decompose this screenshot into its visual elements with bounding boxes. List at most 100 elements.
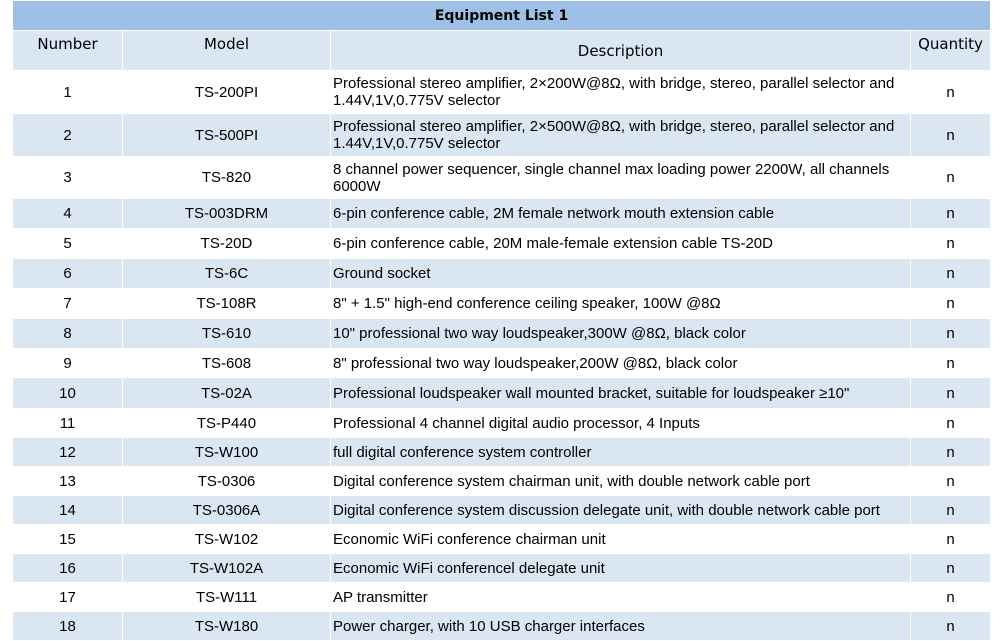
cell-quantity: n (909, 113, 992, 157)
cell-description: Digital conference system discussion del… (330, 495, 911, 525)
cell-description: 6-pin conference cable, 20M male-female … (330, 228, 911, 259)
table-row: 2 TS-500PI Professional stereo amplifier, … (12, 113, 992, 157)
cell-description: 8 channel power sequencer, single channe… (330, 156, 911, 199)
cell-model: TS-0306A (122, 495, 331, 525)
cell-model: TS-003DRM (122, 198, 331, 229)
table-body: 1 TS-200PI Professional stereo amplifier, … (12, 70, 992, 641)
header-row: Number Model Description Quantity (12, 30, 992, 71)
table-row: 14 TS-0306A Digital conference system disc… (12, 495, 992, 525)
cell-quantity: n (909, 553, 992, 583)
cell-model: TS-20D (122, 228, 331, 259)
cell-number: 2 (12, 113, 123, 157)
cell-quantity: n (909, 582, 992, 612)
cell-number: 17 (12, 582, 123, 612)
column-header-quantity: Quantity (909, 30, 992, 71)
cell-model: TS-W102A (122, 553, 331, 583)
cell-model: TS-W102 (122, 524, 331, 554)
cell-quantity: n (909, 524, 992, 554)
cell-quantity: n (909, 156, 992, 199)
cell-quantity: n (909, 288, 992, 319)
cell-description: Professional stereo amplifier, 2×200W@8Ω… (330, 70, 911, 114)
cell-number: 13 (12, 466, 123, 496)
equipment-sheet: Equipment List 1 Number Model Descriptio… (11, 0, 992, 641)
cell-description: Economic WiFi conference chairman unit (330, 524, 911, 554)
cell-description: 6-pin conference cable, 2M female networ… (330, 198, 911, 229)
cell-number: 11 (12, 408, 123, 438)
table-row: 1 TS-200PI Professional stereo amplifier, … (12, 70, 992, 114)
cell-number: 14 (12, 495, 123, 525)
title-row: Equipment List 1 (11, 0, 992, 31)
cell-description: Ground socket (330, 258, 911, 289)
cell-model: TS-W111 (122, 582, 331, 612)
cell-description: AP transmitter (330, 582, 911, 612)
cell-description: Economic WiFi conferencel delegate unit (330, 553, 911, 583)
cell-number: 8 (12, 318, 123, 349)
table-row: 6 TS-6C Ground socket n (12, 258, 992, 289)
table-row: 3 TS-820 8 channel power sequencer, single… (12, 156, 992, 199)
cell-quantity: n (909, 377, 992, 409)
cell-quantity: n (909, 70, 992, 114)
cell-model: TS-W180 (122, 611, 331, 641)
cell-model: TS-820 (122, 156, 331, 199)
cell-model: TS-108R (122, 288, 331, 319)
table-row: 8 TS-610 10" professional two way loudspea… (12, 318, 992, 349)
cell-quantity: n (909, 611, 992, 641)
table-row: 10 TS-02A Professional loudspeaker wall mo… (12, 377, 992, 409)
table-row: 12 TS-W100 full digital conference system … (12, 437, 992, 467)
cell-description: 8" + 1.5" high-end conference ceiling sp… (330, 288, 911, 319)
cell-description: Professional loudspeaker wall mounted br… (330, 377, 911, 409)
table-row: 7 TS-108R 8" + 1.5" high-end conference ce… (12, 288, 992, 319)
table-row: 9 TS-608 8" professional two way loudspeak… (12, 348, 992, 378)
cell-number: 9 (12, 348, 123, 378)
table-row: 4 TS-003DRM 6-pin conference cable, 2M fem… (12, 198, 992, 229)
cell-description: 8" professional two way loudspeaker,200W… (330, 348, 911, 378)
cell-number: 10 (12, 377, 123, 409)
table-row: 13 TS-0306 Digital conference system chair… (12, 466, 992, 496)
cell-quantity: n (909, 408, 992, 438)
cell-model: TS-200PI (122, 70, 331, 114)
cell-model: TS-610 (122, 318, 331, 349)
cell-quantity: n (909, 437, 992, 467)
column-header-number: Number (12, 30, 123, 71)
cell-quantity: n (909, 495, 992, 525)
cell-number: 4 (12, 198, 123, 229)
cell-number: 16 (12, 553, 123, 583)
table-row: 17 TS-W111 AP transmitter n (12, 582, 992, 612)
column-header-description: Description (330, 30, 911, 71)
table-row: 5 TS-20D 6-pin conference cable, 20M male-… (12, 228, 992, 259)
cell-model: TS-P440 (122, 408, 331, 438)
cell-number: 6 (12, 258, 123, 289)
cell-description: Digital conference system chairman unit,… (330, 466, 911, 496)
cell-model: TS-608 (122, 348, 331, 378)
table-title: Equipment List 1 (11, 0, 992, 31)
cell-number: 18 (12, 611, 123, 641)
cell-model: TS-6C (122, 258, 331, 289)
cell-number: 5 (12, 228, 123, 259)
column-header-model: Model (122, 30, 331, 71)
cell-description: Professional 4 channel digital audio pro… (330, 408, 911, 438)
cell-quantity: n (909, 198, 992, 229)
cell-model: TS-02A (122, 377, 331, 409)
cell-description: Power charger, with 10 USB charger inter… (330, 611, 911, 641)
cell-description: 10" professional two way loudspeaker,300… (330, 318, 911, 349)
cell-quantity: n (909, 228, 992, 259)
cell-model: TS-500PI (122, 113, 331, 157)
table-row: 11 TS-P440 Professional 4 channel digital … (12, 408, 992, 438)
cell-quantity: n (909, 318, 992, 349)
cell-quantity: n (909, 348, 992, 378)
table-row: 18 TS-W180 Power charger, with 10 USB char… (12, 611, 992, 641)
table-row: 16 TS-W102A Economic WiFi conferencel dele… (12, 553, 992, 583)
cell-quantity: n (909, 258, 992, 289)
cell-model: TS-W100 (122, 437, 331, 467)
cell-number: 7 (12, 288, 123, 319)
cell-number: 15 (12, 524, 123, 554)
cell-quantity: n (909, 466, 992, 496)
cell-description: full digital conference system controlle… (330, 437, 911, 467)
cell-description: Professional stereo amplifier, 2×500W@8Ω… (330, 113, 911, 157)
table-row: 15 TS-W102 Economic WiFi conference chairm… (12, 524, 992, 554)
cell-number: 3 (12, 156, 123, 199)
equipment-table: Equipment List 1 Number Model Descriptio… (11, 0, 992, 641)
cell-number: 1 (12, 70, 123, 114)
cell-model: TS-0306 (122, 466, 331, 496)
cell-number: 12 (12, 437, 123, 467)
